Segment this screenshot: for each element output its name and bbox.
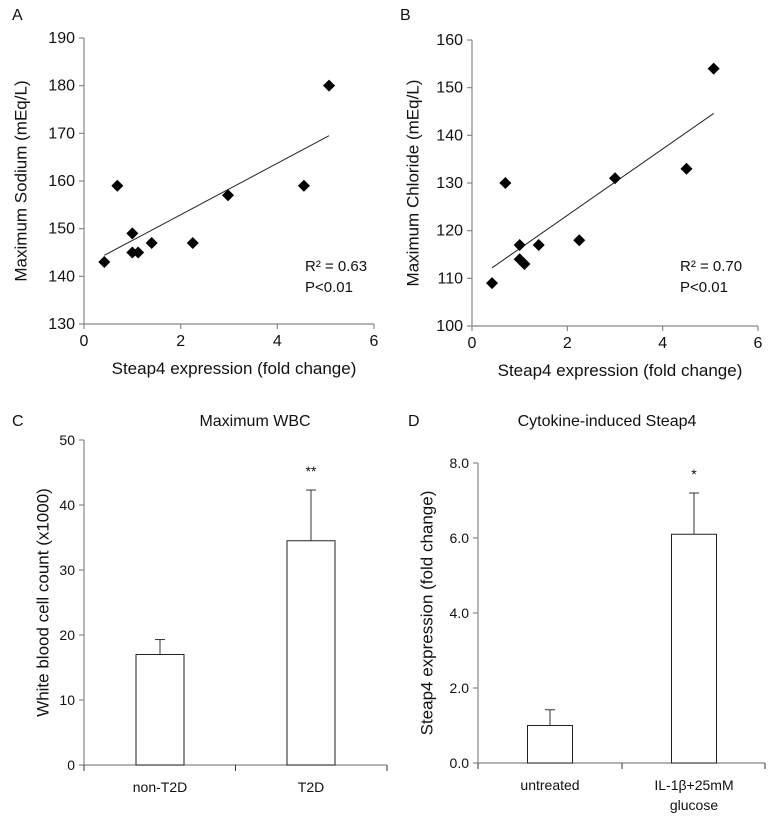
panel-label: D (408, 413, 420, 430)
y-tick-label: 0.0 (450, 755, 470, 771)
data-point (98, 256, 111, 269)
x-tick-label: 4 (273, 333, 282, 350)
stat-annotation: R² = 0.70 (680, 258, 742, 275)
x-category-label: glucose (670, 797, 718, 813)
y-tick-label: 110 (437, 270, 463, 287)
x-category-label: IL-1β+25mM (654, 777, 733, 793)
y-tick-label: 140 (48, 268, 75, 285)
y-tick-label: 10 (59, 692, 75, 708)
y-tick-label: 150 (48, 221, 75, 238)
significance-marker: ** (306, 463, 317, 479)
y-tick-label: 30 (59, 562, 75, 578)
data-point (486, 277, 499, 290)
data-point (499, 177, 512, 189)
stat-annotation: R² = 0.63 (305, 258, 367, 275)
y-tick-label: 130 (48, 316, 75, 333)
data-point (132, 246, 145, 259)
data-point (297, 179, 310, 192)
y-tick-label: 8.0 (450, 455, 470, 471)
x-axis-label: Steap4 expression (fold change) (498, 361, 743, 380)
y-tick-label: 170 (48, 125, 75, 142)
data-point (222, 189, 235, 202)
y-tick-label: 6.0 (450, 530, 470, 546)
data-point (609, 172, 621, 185)
panel-label: B (400, 7, 411, 24)
y-tick-label: 180 (48, 78, 75, 95)
y-axis-label: White blood cell count (x1000) (33, 488, 52, 717)
significance-marker: * (691, 466, 697, 482)
y-tick-label: 190 (48, 30, 75, 47)
data-point (532, 238, 545, 251)
data-point (323, 79, 336, 92)
y-tick-label: 40 (59, 497, 75, 513)
y-tick-label: 150 (436, 80, 463, 97)
y-tick-label: 140 (436, 127, 463, 144)
y-tick-label: 50 (59, 432, 75, 448)
data-point (513, 238, 526, 251)
y-axis-label: Steap4 expression (fold change) (417, 491, 436, 736)
data-point (111, 179, 124, 192)
chart-title: Cytokine-induced Steap4 (518, 413, 697, 430)
y-axis-label: Maximum Sodium (mEq/L) (11, 80, 30, 281)
y-tick-label: 2.0 (450, 680, 470, 696)
bar (671, 533, 717, 764)
chart-title: Maximum WBC (199, 413, 310, 430)
x-tick-label: 0 (468, 335, 477, 352)
data-point (126, 227, 139, 240)
y-tick-label: 4.0 (450, 605, 470, 621)
trendline (491, 112, 714, 269)
data-point (707, 62, 720, 75)
y-tick-label: 20 (59, 627, 75, 643)
bar (286, 540, 336, 766)
x-tick-label: 2 (176, 333, 185, 350)
x-axis-label: Steap4 expression (fold change) (112, 359, 357, 378)
x-category-label: non-T2D (133, 779, 187, 795)
stat-annotation: P<0.01 (680, 279, 728, 296)
x-category-label: untreated (520, 777, 579, 793)
bar (527, 725, 573, 764)
panel-label: C (12, 413, 24, 430)
panel-label: A (12, 7, 23, 24)
data-point (573, 234, 586, 247)
stat-annotation: P<0.01 (305, 279, 353, 296)
x-category-label: T2D (298, 779, 324, 795)
data-point (518, 258, 531, 271)
y-tick-label: 130 (436, 175, 463, 192)
data-point (186, 236, 199, 249)
x-tick-label: 4 (658, 335, 667, 352)
y-tick-label: 160 (48, 173, 75, 190)
x-tick-label: 2 (563, 335, 572, 352)
data-point (680, 162, 693, 175)
trendline (104, 135, 330, 256)
y-tick-label: 0 (67, 757, 75, 773)
y-tick-label: 120 (436, 223, 463, 240)
y-tick-label: 100 (436, 318, 463, 335)
bar (135, 654, 185, 766)
y-tick-label: 160 (436, 32, 463, 49)
x-tick-label: 6 (754, 335, 763, 352)
y-axis-label: Maximum Chloride (mEq/L) (403, 80, 422, 287)
data-point (145, 236, 158, 249)
x-tick-label: 0 (80, 333, 89, 350)
x-tick-label: 6 (370, 333, 379, 350)
